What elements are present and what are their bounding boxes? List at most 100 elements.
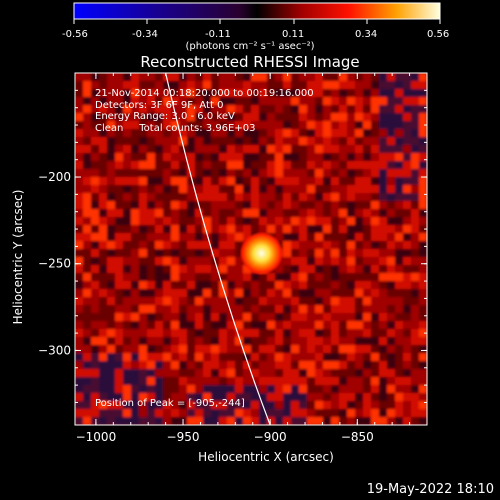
heatmap-pixel: [187, 209, 195, 217]
heatmap-pixel: [339, 129, 347, 137]
heatmap-pixel: [219, 329, 227, 337]
heatmap-pixel: [259, 353, 267, 361]
heatmap-pixel: [91, 273, 99, 281]
heatmap-pixel: [75, 345, 83, 353]
heatmap-pixel: [291, 169, 299, 177]
heatmap-pixel: [243, 401, 251, 409]
heatmap-pixel: [419, 305, 427, 313]
heatmap-pixel: [99, 337, 107, 345]
heatmap-pixel: [331, 137, 339, 145]
heatmap-pixel: [195, 297, 203, 305]
heatmap-pixel: [251, 337, 259, 345]
heatmap-pixel: [363, 81, 371, 89]
heatmap-pixel: [363, 113, 371, 121]
heatmap-pixel: [83, 305, 91, 313]
heatmap-pixel: [139, 273, 147, 281]
heatmap-pixel: [179, 169, 187, 177]
heatmap-pixel: [283, 409, 291, 417]
heatmap-pixel: [283, 81, 291, 89]
heatmap-pixel: [411, 225, 419, 233]
heatmap-pixel: [179, 233, 187, 241]
heatmap-pixel: [163, 145, 171, 153]
heatmap-pixel: [99, 89, 107, 97]
heatmap-pixel: [251, 313, 259, 321]
heatmap-pixel: [291, 97, 299, 105]
heatmap-pixel: [395, 129, 403, 137]
heatmap-pixel: [275, 297, 283, 305]
heatmap-pixel: [307, 185, 315, 193]
heatmap-pixel: [171, 393, 179, 401]
heatmap-pixel: [115, 401, 123, 409]
heatmap-pixel: [131, 313, 139, 321]
heatmap-pixel: [363, 265, 371, 273]
heatmap-pixel: [91, 113, 99, 121]
heatmap-pixel: [411, 81, 419, 89]
heatmap-pixel: [83, 185, 91, 193]
heatmap-pixel: [163, 385, 171, 393]
heatmap-pixel: [235, 209, 243, 217]
heatmap-pixel: [395, 177, 403, 185]
heatmap-pixel: [235, 337, 243, 345]
heatmap-pixel: [99, 153, 107, 161]
heatmap-pixel: [187, 361, 195, 369]
heatmap-pixel: [403, 241, 411, 249]
heatmap-pixel: [155, 233, 163, 241]
heatmap-pixel: [91, 305, 99, 313]
heatmap-pixel: [187, 81, 195, 89]
heatmap-pixel: [299, 305, 307, 313]
heatmap-pixel: [163, 417, 171, 425]
heatmap-pixel: [315, 289, 323, 297]
heatmap-pixel: [363, 297, 371, 305]
heatmap-pixel: [419, 129, 427, 137]
heatmap-pixel: [83, 385, 91, 393]
heatmap-pixel: [243, 129, 251, 137]
heatmap-pixel: [139, 345, 147, 353]
heatmap-pixel: [251, 161, 259, 169]
heatmap-pixel: [83, 233, 91, 241]
heatmap-pixel: [403, 409, 411, 417]
heatmap-pixel: [187, 97, 195, 105]
heatmap-pixel: [227, 305, 235, 313]
heatmap-pixel: [139, 257, 147, 265]
heatmap-pixel: [75, 129, 83, 137]
heatmap-pixel: [403, 185, 411, 193]
heatmap-pixel: [331, 417, 339, 425]
heatmap-pixel: [411, 353, 419, 361]
heatmap-pixel: [155, 81, 163, 89]
heatmap-pixel: [283, 321, 291, 329]
heatmap-pixel: [171, 321, 179, 329]
heatmap-pixel: [211, 337, 219, 345]
heatmap-pixel: [283, 417, 291, 425]
heatmap-pixel: [219, 129, 227, 137]
heatmap-pixel: [379, 257, 387, 265]
heatmap-pixel: [75, 233, 83, 241]
heatmap-pixel: [299, 313, 307, 321]
heatmap-pixel: [347, 73, 355, 81]
heatmap-pixel: [275, 329, 283, 337]
heatmap-pixel: [179, 361, 187, 369]
heatmap-pixel: [83, 129, 91, 137]
heatmap-pixel: [91, 337, 99, 345]
heatmap-pixel: [115, 225, 123, 233]
heatmap-pixel: [171, 361, 179, 369]
heatmap-pixel: [307, 113, 315, 121]
heatmap-pixel: [275, 401, 283, 409]
heatmap-pixel: [371, 297, 379, 305]
heatmap-pixel: [211, 321, 219, 329]
heatmap-pixel: [203, 209, 211, 217]
heatmap-pixel: [379, 321, 387, 329]
heatmap-pixel: [363, 137, 371, 145]
heatmap-pixel: [371, 249, 379, 257]
heatmap-pixel: [411, 169, 419, 177]
heatmap-pixel: [155, 321, 163, 329]
heatmap-pixel: [187, 401, 195, 409]
heatmap-pixel: [323, 345, 331, 353]
heatmap-pixel: [219, 241, 227, 249]
heatmap-pixel: [83, 409, 91, 417]
heatmap-pixel: [155, 369, 163, 377]
heatmap-pixel: [371, 289, 379, 297]
heatmap-pixel: [171, 409, 179, 417]
heatmap-pixel: [331, 193, 339, 201]
heatmap-pixel: [123, 113, 131, 121]
heatmap-pixel: [315, 113, 323, 121]
